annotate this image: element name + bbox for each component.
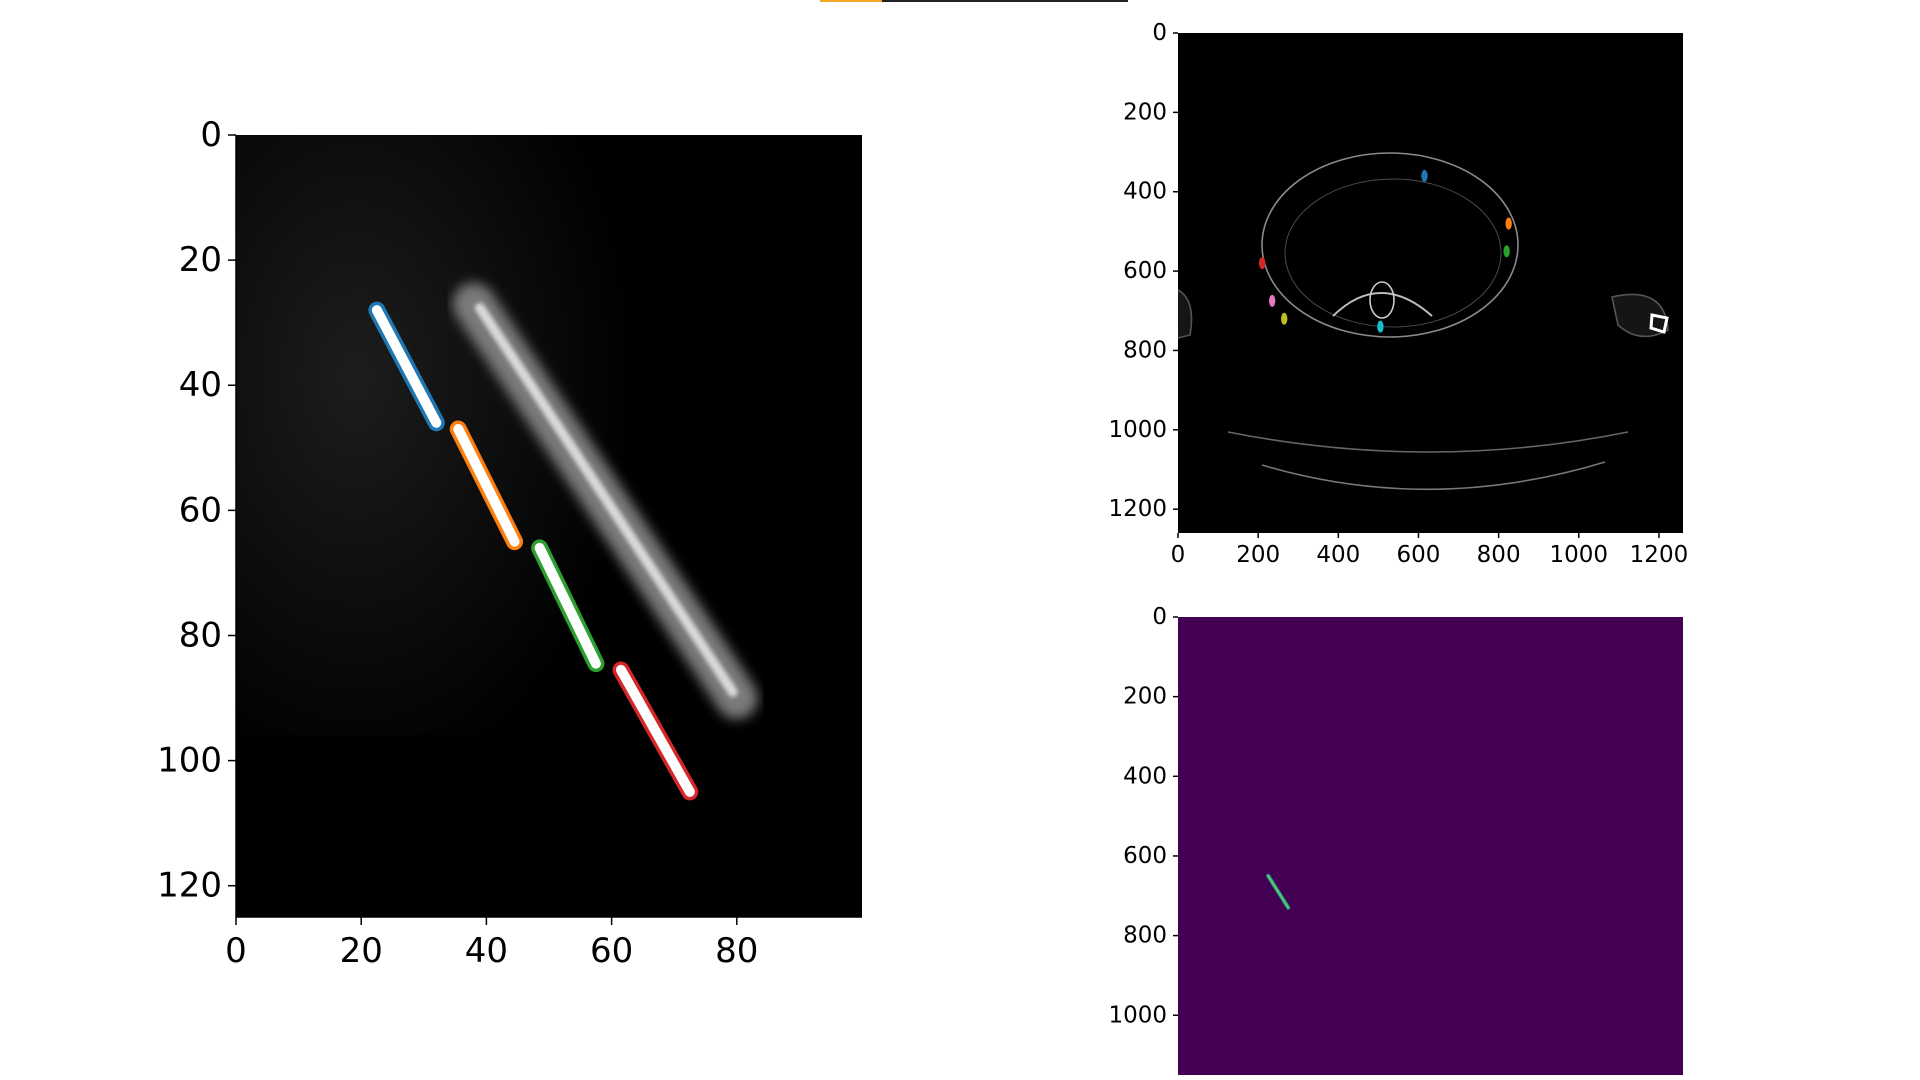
y-tick-label: 200 (1123, 684, 1167, 710)
y-tick-label: 100 (157, 741, 222, 781)
x-tick-label: 1000 (1550, 542, 1609, 568)
y-tick-label: 0 (1152, 604, 1167, 630)
x-tick-label: 200 (1236, 542, 1280, 568)
y-tick-label: 200 (1123, 99, 1167, 125)
rib-marker-7 (1377, 320, 1384, 333)
top-bar-accent (820, 0, 882, 2)
rib-marker-3 (1503, 245, 1510, 258)
rib-marker-6 (1281, 312, 1288, 325)
bottom-right-panel: 0 200 400 600 800 1000 (1108, 604, 1683, 1075)
top-right-image (1178, 33, 1683, 533)
y-tick-label: 400 (1123, 763, 1167, 789)
inner-outline (1284, 178, 1502, 328)
mask-segment (1266, 873, 1291, 910)
x-tick-label: 1200 (1630, 542, 1689, 568)
x-tick-label: 400 (1316, 542, 1360, 568)
segment-4-fill (615, 664, 695, 797)
x-tick-label: 20 (340, 931, 383, 971)
left-y-ticks: 0 20 40 60 80 100 120 (157, 115, 237, 917)
bottom-right-y-ticks: 0 200 400 600 800 1000 (1108, 604, 1178, 1028)
spine-arc (1332, 292, 1433, 317)
segment-2-fill (453, 424, 520, 547)
top-right-x-ticks: 0 200 400 600 800 1000 1200 (1171, 533, 1689, 568)
humerus (1649, 313, 1669, 334)
x-tick-label: 60 (590, 931, 633, 971)
vertebra (1369, 281, 1395, 319)
top-bar-line (882, 0, 1128, 2)
top-right-panel: 0 200 400 600 800 1000 1200 0 200 400 600 800 1000 1… (1108, 20, 1688, 568)
rib-marker-4 (1258, 257, 1266, 270)
left-bone-band (452, 282, 758, 720)
arm-left (1177, 289, 1193, 339)
y-tick-label: 0 (1152, 20, 1167, 46)
table-arc-1 (1227, 431, 1629, 453)
y-tick-label: 120 (157, 866, 222, 906)
top-right-markers (1258, 169, 1512, 333)
y-tick-label: 0 (200, 115, 222, 155)
y-tick-label: 1000 (1108, 1002, 1167, 1028)
y-tick-label: 400 (1123, 179, 1167, 205)
x-tick-label: 40 (465, 931, 508, 971)
left-panel: 0 20 40 60 80 0 20 40 60 80 100 120 (157, 115, 862, 971)
y-tick-label: 600 (1123, 258, 1167, 284)
table-arc-2 (1261, 461, 1606, 491)
ct-slice (1177, 152, 1669, 491)
y-tick-label: 1200 (1108, 496, 1167, 522)
y-tick-label: 60 (179, 490, 222, 530)
x-tick-label: 0 (1171, 542, 1186, 568)
y-tick-label: 800 (1123, 337, 1167, 363)
rib-marker-1 (1421, 169, 1428, 182)
rib-marker-2 (1505, 217, 1512, 230)
x-tick-label: 0 (225, 931, 247, 971)
x-tick-label: 80 (715, 931, 758, 971)
bottom-right-mask (1178, 617, 1683, 1075)
segment-1-fill (371, 305, 442, 428)
y-tick-label: 600 (1123, 843, 1167, 869)
mask-segment-line (1267, 874, 1290, 909)
y-tick-label: 80 (179, 615, 222, 655)
y-tick-label: 1000 (1108, 417, 1167, 443)
left-x-ticks: 0 20 40 60 80 (225, 916, 862, 971)
y-tick-label: 20 (179, 240, 222, 280)
x-tick-label: 800 (1477, 542, 1521, 568)
thorax-outline (1261, 152, 1519, 338)
bone-band-ridge (474, 302, 738, 698)
y-tick-label: 40 (179, 365, 222, 405)
rib-marker-5 (1268, 294, 1276, 307)
segment-3-fill (534, 542, 601, 669)
x-tick-label: 600 (1397, 542, 1441, 568)
left-segments (368, 301, 699, 801)
top-right-y-ticks: 0 200 400 600 800 1000 1200 (1108, 20, 1178, 522)
y-tick-label: 800 (1123, 923, 1167, 949)
arm-right (1611, 293, 1669, 338)
